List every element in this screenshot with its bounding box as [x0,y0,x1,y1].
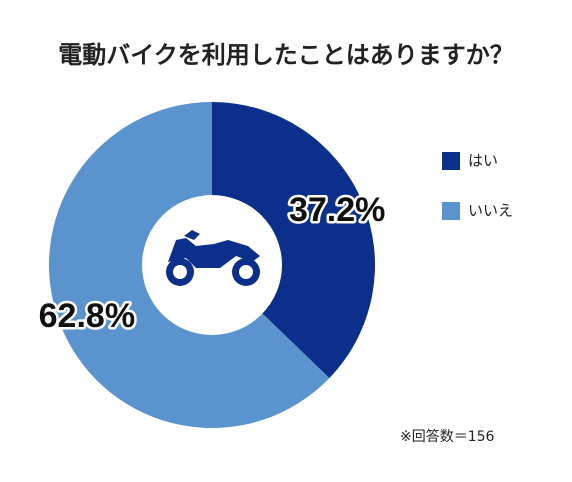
chart-title: 電動バイクを利用したことはありますか？ [58,41,514,69]
value-label: 62.8% [39,297,135,335]
slice [212,102,375,379]
note: ※回答数＝156 [400,428,495,445]
legend-label: はい [468,152,498,170]
value-label: 37.2% [289,191,385,229]
legend-swatch [442,202,460,220]
motorcycle-icon [166,230,260,286]
legend-swatch [442,152,460,170]
legend-label: いいえ [468,202,513,220]
